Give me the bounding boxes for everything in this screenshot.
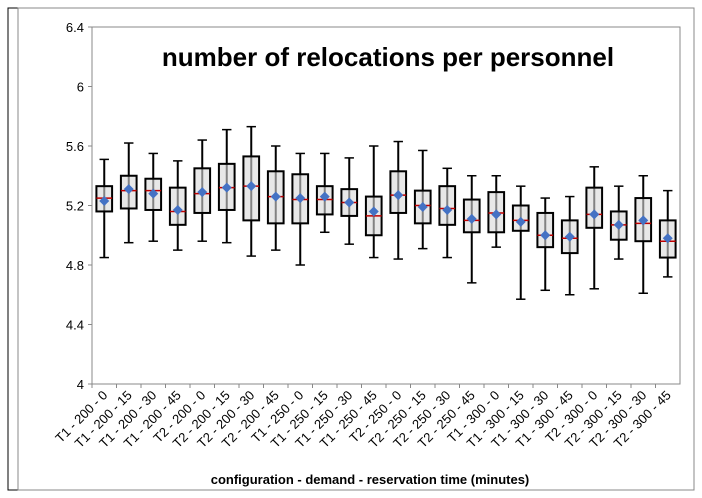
chart-frame [17,7,695,491]
mean-marker [613,219,624,230]
box [536,211,555,249]
mean-marker [442,204,453,215]
y-tick-label: 5.2 [66,199,84,214]
x-axis-label: configuration - demand - reservation tim… [211,472,530,487]
mean-marker [638,215,649,226]
mean-marker [564,231,575,242]
y-tick-label: 5.6 [66,139,84,154]
mean-marker [246,181,257,192]
y-tick-label: 4 [77,377,84,392]
y-tick-label: 6 [77,80,84,95]
mean-marker [589,209,600,220]
mean-marker [123,184,134,195]
y-tick-label: 6.4 [66,20,84,35]
mean-marker [540,230,551,241]
mean-marker [662,233,673,244]
box [585,186,604,229]
mean-marker [221,182,232,193]
mean-marker [368,206,379,217]
mean-marker [417,201,428,212]
mean-marker [172,204,183,215]
mean-marker [295,193,306,204]
y-tick-label: 4.4 [66,318,84,333]
mean-marker [270,191,281,202]
chart-title: number of relocations per personnel [162,42,614,72]
mean-marker [197,187,208,198]
mean-marker [515,216,526,227]
mean-marker [344,197,355,208]
mean-marker [393,190,404,201]
mean-marker [99,196,110,207]
y-tick-label: 4.8 [66,258,84,273]
mean-marker [491,209,502,220]
mean-marker [319,191,330,202]
mean-marker [148,188,159,199]
mean-marker [466,213,477,224]
